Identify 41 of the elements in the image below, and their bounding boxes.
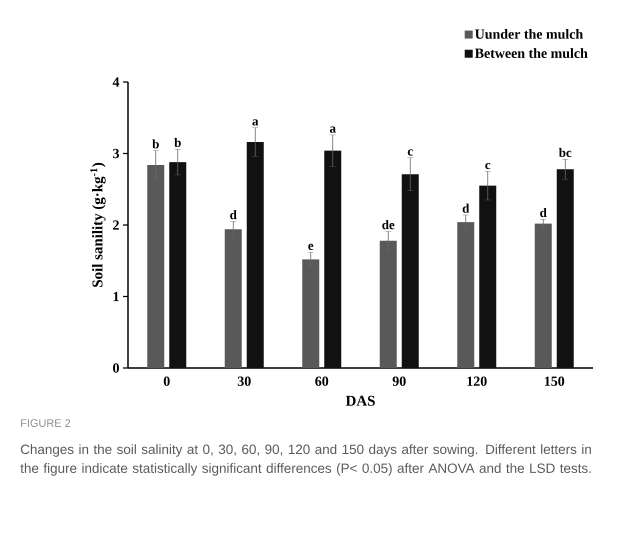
data-label: c — [485, 162, 490, 170]
data-label: bc — [558, 148, 572, 158]
bar — [457, 222, 474, 368]
data-label: e — [308, 244, 314, 250]
legend-label: Between the mulch — [474, 48, 588, 58]
data-label: d — [540, 208, 547, 218]
bar — [302, 259, 320, 368]
data-label: b — [152, 139, 159, 148]
y-tick-label: 4 — [112, 77, 120, 87]
bar — [556, 169, 574, 368]
x-tick-label: 120 — [467, 376, 487, 386]
data-label: a — [330, 126, 336, 133]
y-tick-label: 1 — [114, 292, 119, 302]
bar — [479, 186, 496, 368]
x-axis-title: DAS — [346, 396, 375, 406]
x-tick-label: 30 — [238, 376, 251, 386]
data-label: a — [252, 119, 258, 126]
bar — [324, 150, 342, 368]
bar — [402, 174, 419, 368]
bar — [534, 224, 552, 368]
x-tick-label: 90 — [392, 376, 406, 386]
x-tick-label: 0 — [164, 376, 170, 386]
bar — [147, 164, 164, 368]
bar — [380, 240, 397, 368]
y-tick-label: 0 — [113, 363, 119, 373]
data-label: de — [382, 220, 394, 230]
y-axis-title: Soil sanility (g·kg$^{-1}$) — [90, 162, 106, 287]
bar — [246, 142, 264, 368]
y-tick-label: 3 — [113, 148, 120, 158]
x-tick-label: 60 — [315, 376, 328, 386]
bar — [224, 229, 242, 368]
data-label: c — [408, 149, 413, 156]
legend-label: Uunder the mulch — [475, 28, 583, 39]
data-label: d — [230, 210, 237, 220]
x-tick-label: 150 — [544, 376, 564, 386]
bar — [169, 162, 186, 368]
text: Changes in the soil salinity at 0, 30, 60, 90, 120 and 150 days after sowing. Different letters in the figure indicate statistically significant differences (P< 0.05) after ANOVA and the LSD tests. — [20, 444, 591, 476]
caption: FIGURE 2 — [21, 419, 70, 427]
data-label: b — [174, 138, 181, 148]
data-label: d — [462, 204, 470, 213]
y-tick-label: 2 — [113, 220, 119, 230]
